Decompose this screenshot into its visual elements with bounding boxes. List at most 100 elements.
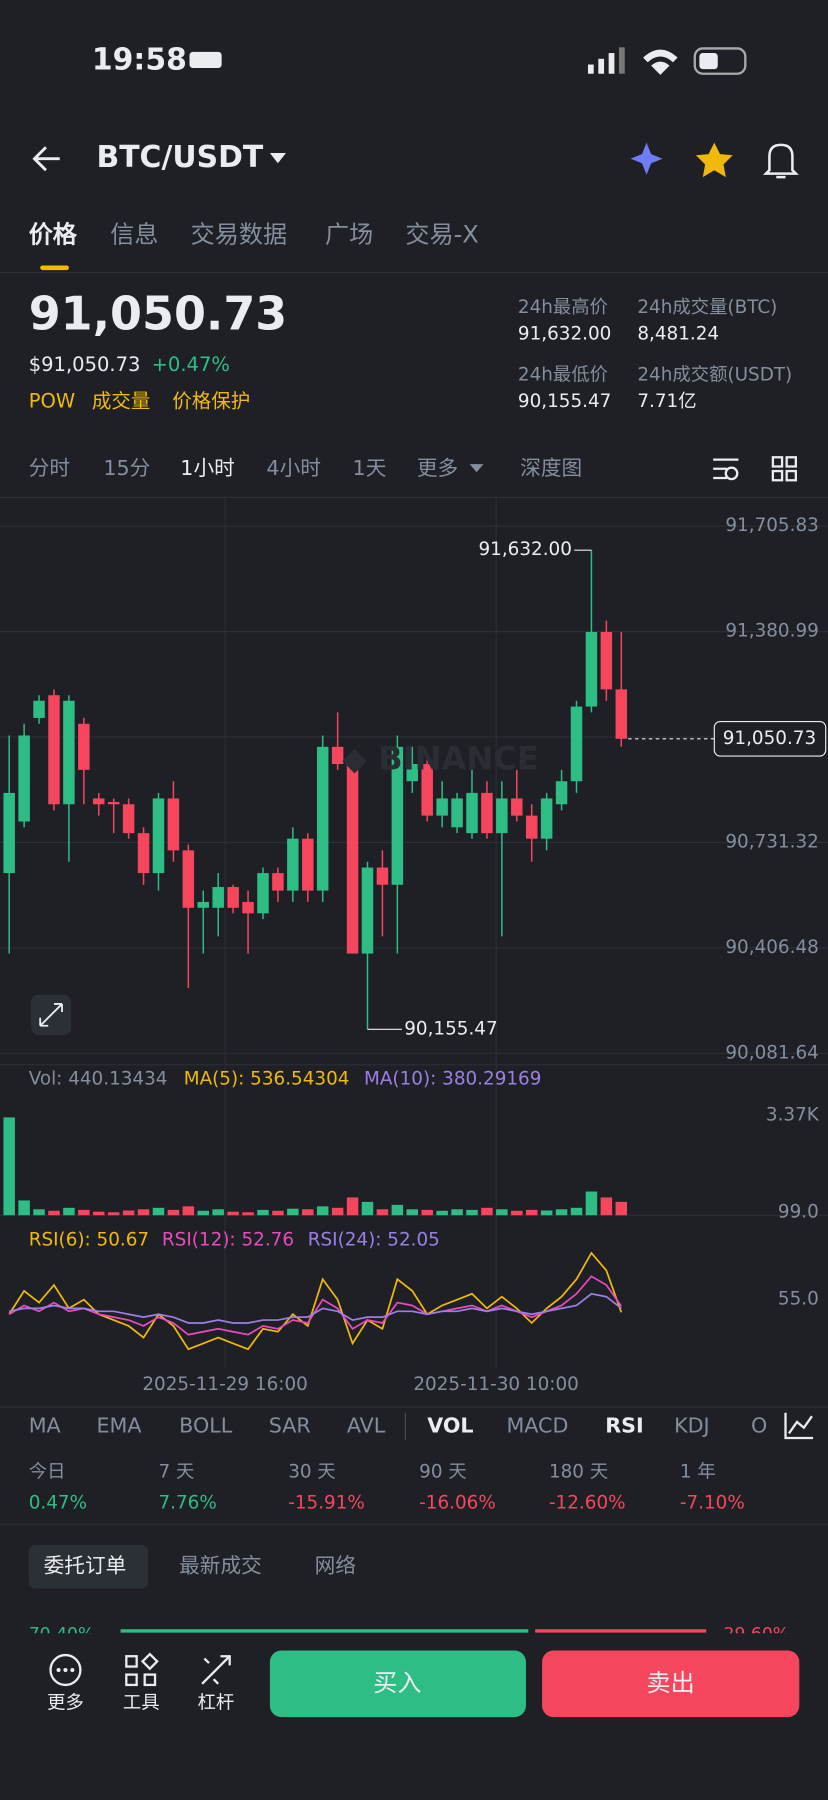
volume-bar	[406, 1209, 419, 1216]
indicator-tab[interactable]: VOL	[427, 1414, 473, 1438]
tab[interactable]: 价格	[29, 221, 78, 249]
volume-bar	[212, 1209, 224, 1216]
interval-tab[interactable]: 1天	[353, 456, 387, 480]
time-label: 2025-11-29 16:00	[142, 1374, 307, 1395]
period-label: 90 天	[419, 1461, 467, 1482]
indicator-settings[interactable]	[784, 1412, 814, 1440]
ai-icon[interactable]	[630, 142, 663, 175]
stat-value: 7.71亿	[637, 391, 696, 412]
sell-label[interactable]: 卖出	[647, 1669, 695, 1697]
order-tab[interactable]: 网络	[315, 1554, 356, 1578]
interval-tab[interactable]: 更多	[417, 456, 458, 480]
candle-body	[555, 781, 568, 805]
candle-body	[272, 873, 284, 891]
period-label: 7 天	[158, 1461, 194, 1482]
candle-body	[466, 792, 478, 834]
candle-body	[227, 887, 239, 908]
interval-tab[interactable]: 15分	[103, 456, 150, 480]
favorite-icon[interactable]	[695, 142, 733, 178]
volume-bar	[316, 1206, 329, 1216]
candle-body	[63, 700, 75, 805]
candle-body	[436, 798, 448, 816]
indicator-tab[interactable]: SAR	[269, 1414, 311, 1438]
candle-body	[525, 815, 538, 839]
candle-body	[361, 867, 374, 954]
order-tab[interactable]: 最新成交	[179, 1554, 262, 1578]
interval-tab[interactable]: 分时	[29, 456, 70, 480]
price-tag[interactable]: 成交量	[92, 390, 151, 413]
volume-bar	[48, 1210, 60, 1216]
tab[interactable]: 广场	[325, 221, 373, 249]
sell-button[interactable]	[542, 1650, 800, 1718]
tool-label[interactable]: 更多	[47, 1692, 84, 1713]
tab[interactable]: 信息	[110, 221, 158, 249]
indicator-tab[interactable]: BOLL	[179, 1414, 233, 1438]
pair-title[interactable]: BTC/USDT	[96, 140, 263, 175]
candle-body	[48, 695, 60, 805]
volume-bar	[481, 1207, 493, 1216]
volume-tick-label: 3.37K	[766, 1104, 820, 1125]
indicator-tab[interactable]: MACD	[506, 1414, 568, 1438]
bell-icon[interactable]	[762, 143, 799, 179]
candle-body	[3, 792, 15, 874]
y-tick-label: 90,081.64	[725, 1042, 818, 1063]
tab[interactable]: 交易-X	[405, 221, 478, 249]
volume-legend: MA(5): 536.54304	[184, 1069, 350, 1090]
volume-bar	[272, 1210, 284, 1216]
price-tag[interactable]: POW	[29, 390, 75, 413]
tab[interactable]: 交易数据	[191, 221, 287, 249]
volume-bar	[585, 1191, 598, 1216]
volume-bar	[436, 1210, 448, 1216]
stat-value: 8,481.24	[637, 323, 719, 344]
tab-indicator	[40, 265, 69, 271]
volume-bar	[511, 1210, 523, 1216]
volume-bar	[107, 1212, 120, 1216]
order-tab[interactable]: 委托订单	[44, 1554, 127, 1578]
tool-label[interactable]: 杠杆	[198, 1692, 235, 1713]
interval-tab[interactable]: 深度图	[520, 456, 582, 480]
candle-body	[540, 798, 553, 839]
more-caret	[469, 464, 484, 473]
volume-bar	[570, 1207, 583, 1216]
indicator-tab[interactable]: EMA	[96, 1414, 141, 1438]
indicator-tab[interactable]: RSI	[605, 1414, 643, 1438]
volume-bar	[18, 1200, 30, 1216]
back-button[interactable]	[32, 146, 60, 172]
period-value: -7.10%	[680, 1492, 745, 1513]
y-tick-label: 91,705.83	[725, 515, 818, 536]
status-time: 19:58	[92, 43, 187, 78]
indicator-tab[interactable]: MA	[29, 1414, 61, 1438]
volume-bar	[302, 1209, 314, 1216]
chart-tool-icons[interactable]	[713, 456, 797, 482]
price-change: +0.47%	[152, 353, 230, 376]
current-price-label: 91,050.73	[723, 728, 816, 749]
candle-body	[78, 723, 90, 770]
interval-tab[interactable]: 4小时	[266, 456, 320, 480]
price-tag[interactable]: 价格保护	[172, 390, 250, 413]
volume-bar	[197, 1210, 210, 1216]
candle-body	[376, 867, 389, 885]
indicator-tab[interactable]: AVL	[347, 1414, 386, 1438]
indicator-tab[interactable]: O	[751, 1414, 767, 1438]
buy-button[interactable]	[269, 1650, 526, 1718]
volume-bar	[540, 1210, 553, 1216]
candle-body	[570, 706, 583, 782]
candle-body	[152, 798, 165, 874]
stat-label: 24h成交量(BTC)	[637, 297, 777, 318]
candle-body	[391, 746, 404, 885]
candle-body	[93, 798, 105, 805]
volume-bar	[451, 1209, 463, 1216]
rsi-legend: RSI(12): 52.76	[162, 1230, 294, 1251]
interval-tab[interactable]: 1小时	[180, 456, 234, 480]
pair-caret[interactable]	[269, 152, 286, 164]
period-value: -15.91%	[288, 1492, 365, 1513]
candle-body	[167, 798, 180, 851]
candle-body	[316, 746, 329, 891]
tool-label[interactable]: 工具	[123, 1692, 160, 1713]
volume-bar	[331, 1207, 344, 1216]
candle-body	[182, 850, 195, 908]
indicator-tab[interactable]: KDJ	[674, 1414, 710, 1438]
volume-legend: Vol: 440.13434	[29, 1069, 168, 1090]
candle-body	[331, 746, 344, 765]
buy-label[interactable]: 买入	[373, 1669, 421, 1697]
